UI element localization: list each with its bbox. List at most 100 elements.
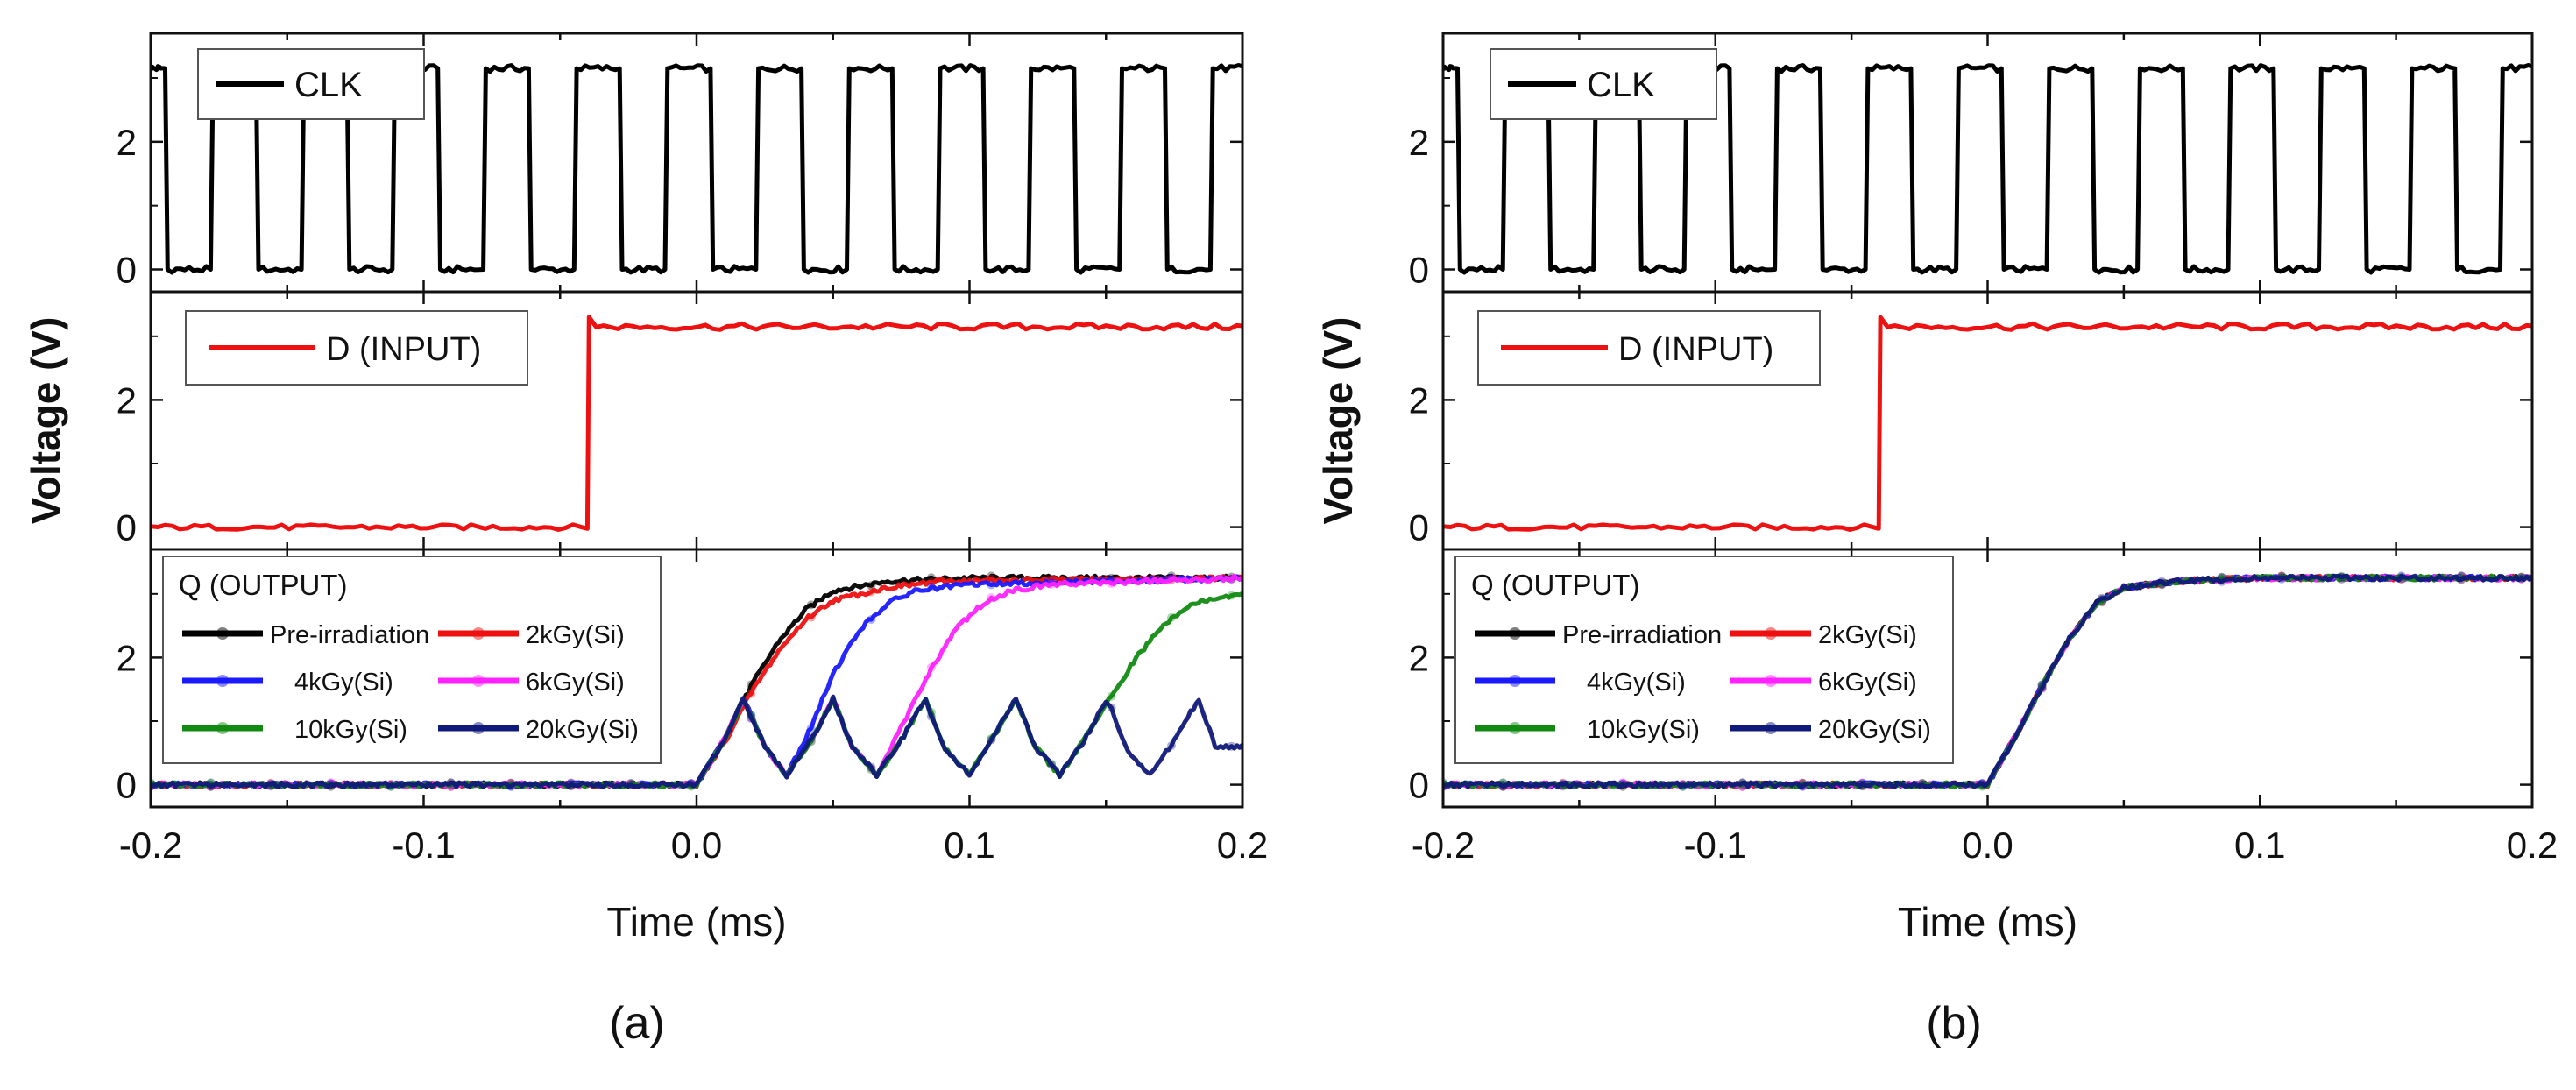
legend-label-5: 20kGy(Si) <box>526 716 639 744</box>
series-group-5 <box>1443 571 2532 791</box>
legend-clk: CLK <box>197 48 425 120</box>
legend-marker-3 <box>472 675 485 687</box>
series-marker-Pre-irradiation <box>806 600 816 610</box>
series-marker-10kGy(Si) <box>1227 591 1236 600</box>
legend-label-2: 4kGy(Si) <box>1587 669 1686 697</box>
y-tick-label: 2 <box>117 122 137 163</box>
legend-label-5: 20kGy(Si) <box>1818 716 1931 744</box>
x-tick-label: 0.1 <box>944 825 994 866</box>
y-tick-label: 0 <box>1409 507 1429 549</box>
legend-marker-3 <box>1765 675 1777 687</box>
y-tick-label: 2 <box>1409 122 1429 163</box>
series-marker-20kGy(Si) <box>806 733 816 743</box>
series-marker-20kGy(Si) <box>1917 781 1927 789</box>
legend-label-4: 10kGy(Si) <box>294 716 407 744</box>
subplot-d: 0 2 D (INPUT) <box>1409 290 2534 551</box>
series-marker-20kGy(Si) <box>206 782 216 791</box>
x-tick-label: 0.2 <box>2507 825 2558 866</box>
legend-title-q: Q (OUTPUT) <box>179 569 347 601</box>
subplot-frame <box>1441 548 2534 809</box>
series-marker-20kGy(Si) <box>2337 572 2346 582</box>
legend-title-q: Q (OUTPUT) <box>1471 569 1639 601</box>
series-marker-20kGy(Si) <box>2217 577 2226 586</box>
series-marker-20kGy(Si) <box>2037 683 2047 693</box>
y-tick-label: 2 <box>117 379 137 421</box>
legend-marker-1 <box>472 627 485 640</box>
y-tick-label: 2 <box>1409 637 1429 678</box>
series-marker-20kGy(Si) <box>1798 782 1808 791</box>
legend-marker-2 <box>1509 675 1521 687</box>
legend-label-d: D (INPUT) <box>1618 331 1773 368</box>
series-marker-20kGy(Si) <box>446 778 456 788</box>
series-marker-20kGy(Si) <box>1047 760 1056 769</box>
series-marker-20kGy(Si) <box>2457 575 2466 584</box>
legend-label-0: Pre-irradiation <box>1562 621 1722 649</box>
y-axis-label: Voltage (V) <box>23 317 68 525</box>
legend-marker-1 <box>1765 627 1777 640</box>
series-marker-20kGy(Si) <box>2396 571 2406 581</box>
x-tick-label: 0.0 <box>1962 825 2013 866</box>
legend-q: Q (OUTPUT) Pre-irradiation 2kGy(Si) 4kGy(Si… <box>162 556 662 764</box>
x-tick-label: 0.1 <box>2234 825 2285 866</box>
series-group <box>151 571 1242 791</box>
y-tick-label: 2 <box>1409 379 1429 421</box>
series-marker-20kGy(Si) <box>747 713 756 723</box>
legend-q: Q (OUTPUT) Pre-irradiation 2kGy(Si) 4kGy(Si… <box>1454 556 1954 764</box>
series-marker-20kGy(Si) <box>1978 779 1987 789</box>
series-marker-20kGy(Si) <box>2157 577 2167 586</box>
series-group <box>1443 315 2532 532</box>
series-marker-20kGy(Si) <box>926 711 936 721</box>
series-marker-20kGy(Si) <box>1107 703 1116 712</box>
series-marker-2kGy(Si) <box>987 574 996 584</box>
subplot-clk: 0 2 CLK <box>1409 32 2534 294</box>
x-tick-label: -0.1 <box>1684 825 1747 866</box>
series-marker-10kGy(Si) <box>1107 691 1116 701</box>
series-marker-20kGy(Si) <box>1858 779 1867 789</box>
y-axis-label: Voltage (V) <box>1315 317 1361 525</box>
x-axis-label: Time (ms) <box>606 899 786 945</box>
y-tick-label: 0 <box>117 250 137 291</box>
legend-label-2: 4kGy(Si) <box>294 669 393 697</box>
series-marker-2kGy(Si) <box>747 689 756 698</box>
series-marker-4kGy(Si) <box>926 582 936 591</box>
legend-marker-2 <box>216 675 229 687</box>
legend-label-3: 6kGy(Si) <box>1818 669 1917 697</box>
legend-label-d: D (INPUT) <box>326 331 481 368</box>
series-marker-2kGy(Si) <box>806 612 816 622</box>
series-marker-20kGy(Si) <box>2516 573 2526 583</box>
subplot-clk: 0 2 CLK <box>117 32 1244 294</box>
legend-clk: CLK <box>1490 48 1717 120</box>
series-marker-2kGy(Si) <box>867 587 876 597</box>
series-marker-6kGy(Si) <box>987 593 996 603</box>
series-marker-6kGy(Si) <box>1227 574 1236 584</box>
legend-marker-4 <box>1509 722 1521 734</box>
series-group <box>1443 571 2532 791</box>
series-group-5 <box>151 694 1242 791</box>
legend-label-1: 2kGy(Si) <box>1818 621 1917 649</box>
y-tick-label: 0 <box>1409 250 1429 291</box>
legend-label-3: 6kGy(Si) <box>526 669 625 697</box>
subplot-q: 0 2 Q (OUTPUT) Pre-irradiation 2kGy(Si) 4kGy(… <box>117 548 1244 809</box>
y-tick-label: 2 <box>117 637 137 678</box>
series-marker-6kGy(Si) <box>1047 580 1056 589</box>
legend-label-0: Pre-irradiation <box>270 621 429 649</box>
legend-label-clk: CLK <box>1587 66 1655 104</box>
panel-a: 0 2 CLK 0 2 D (INPUT) 0 2 Q (OUTPUT) Pre-irradiat… <box>23 32 1268 1049</box>
series-marker-20kGy(Si) <box>1678 780 1688 789</box>
x-tick-label: -0.2 <box>1412 825 1475 866</box>
series-marker-20kGy(Si) <box>626 781 636 789</box>
series-line-20kGy(Si) <box>151 694 1242 789</box>
series-marker-20kGy(Si) <box>1227 741 1236 751</box>
series-marker-2kGy(Si) <box>926 577 936 587</box>
series-marker-20kGy(Si) <box>2098 593 2106 603</box>
series-marker-4kGy(Si) <box>867 615 876 625</box>
series-d-line <box>151 315 1242 532</box>
series-marker-20kGy(Si) <box>326 779 336 789</box>
series-marker-20kGy(Si) <box>686 779 696 789</box>
series-group <box>151 315 1242 532</box>
series-marker-20kGy(Si) <box>386 780 396 789</box>
x-tick-label: 0.0 <box>671 825 722 866</box>
panel-caption: (b) <box>1926 998 1982 1049</box>
legend-marker-0 <box>216 627 229 640</box>
series-d-line <box>1443 315 2532 532</box>
